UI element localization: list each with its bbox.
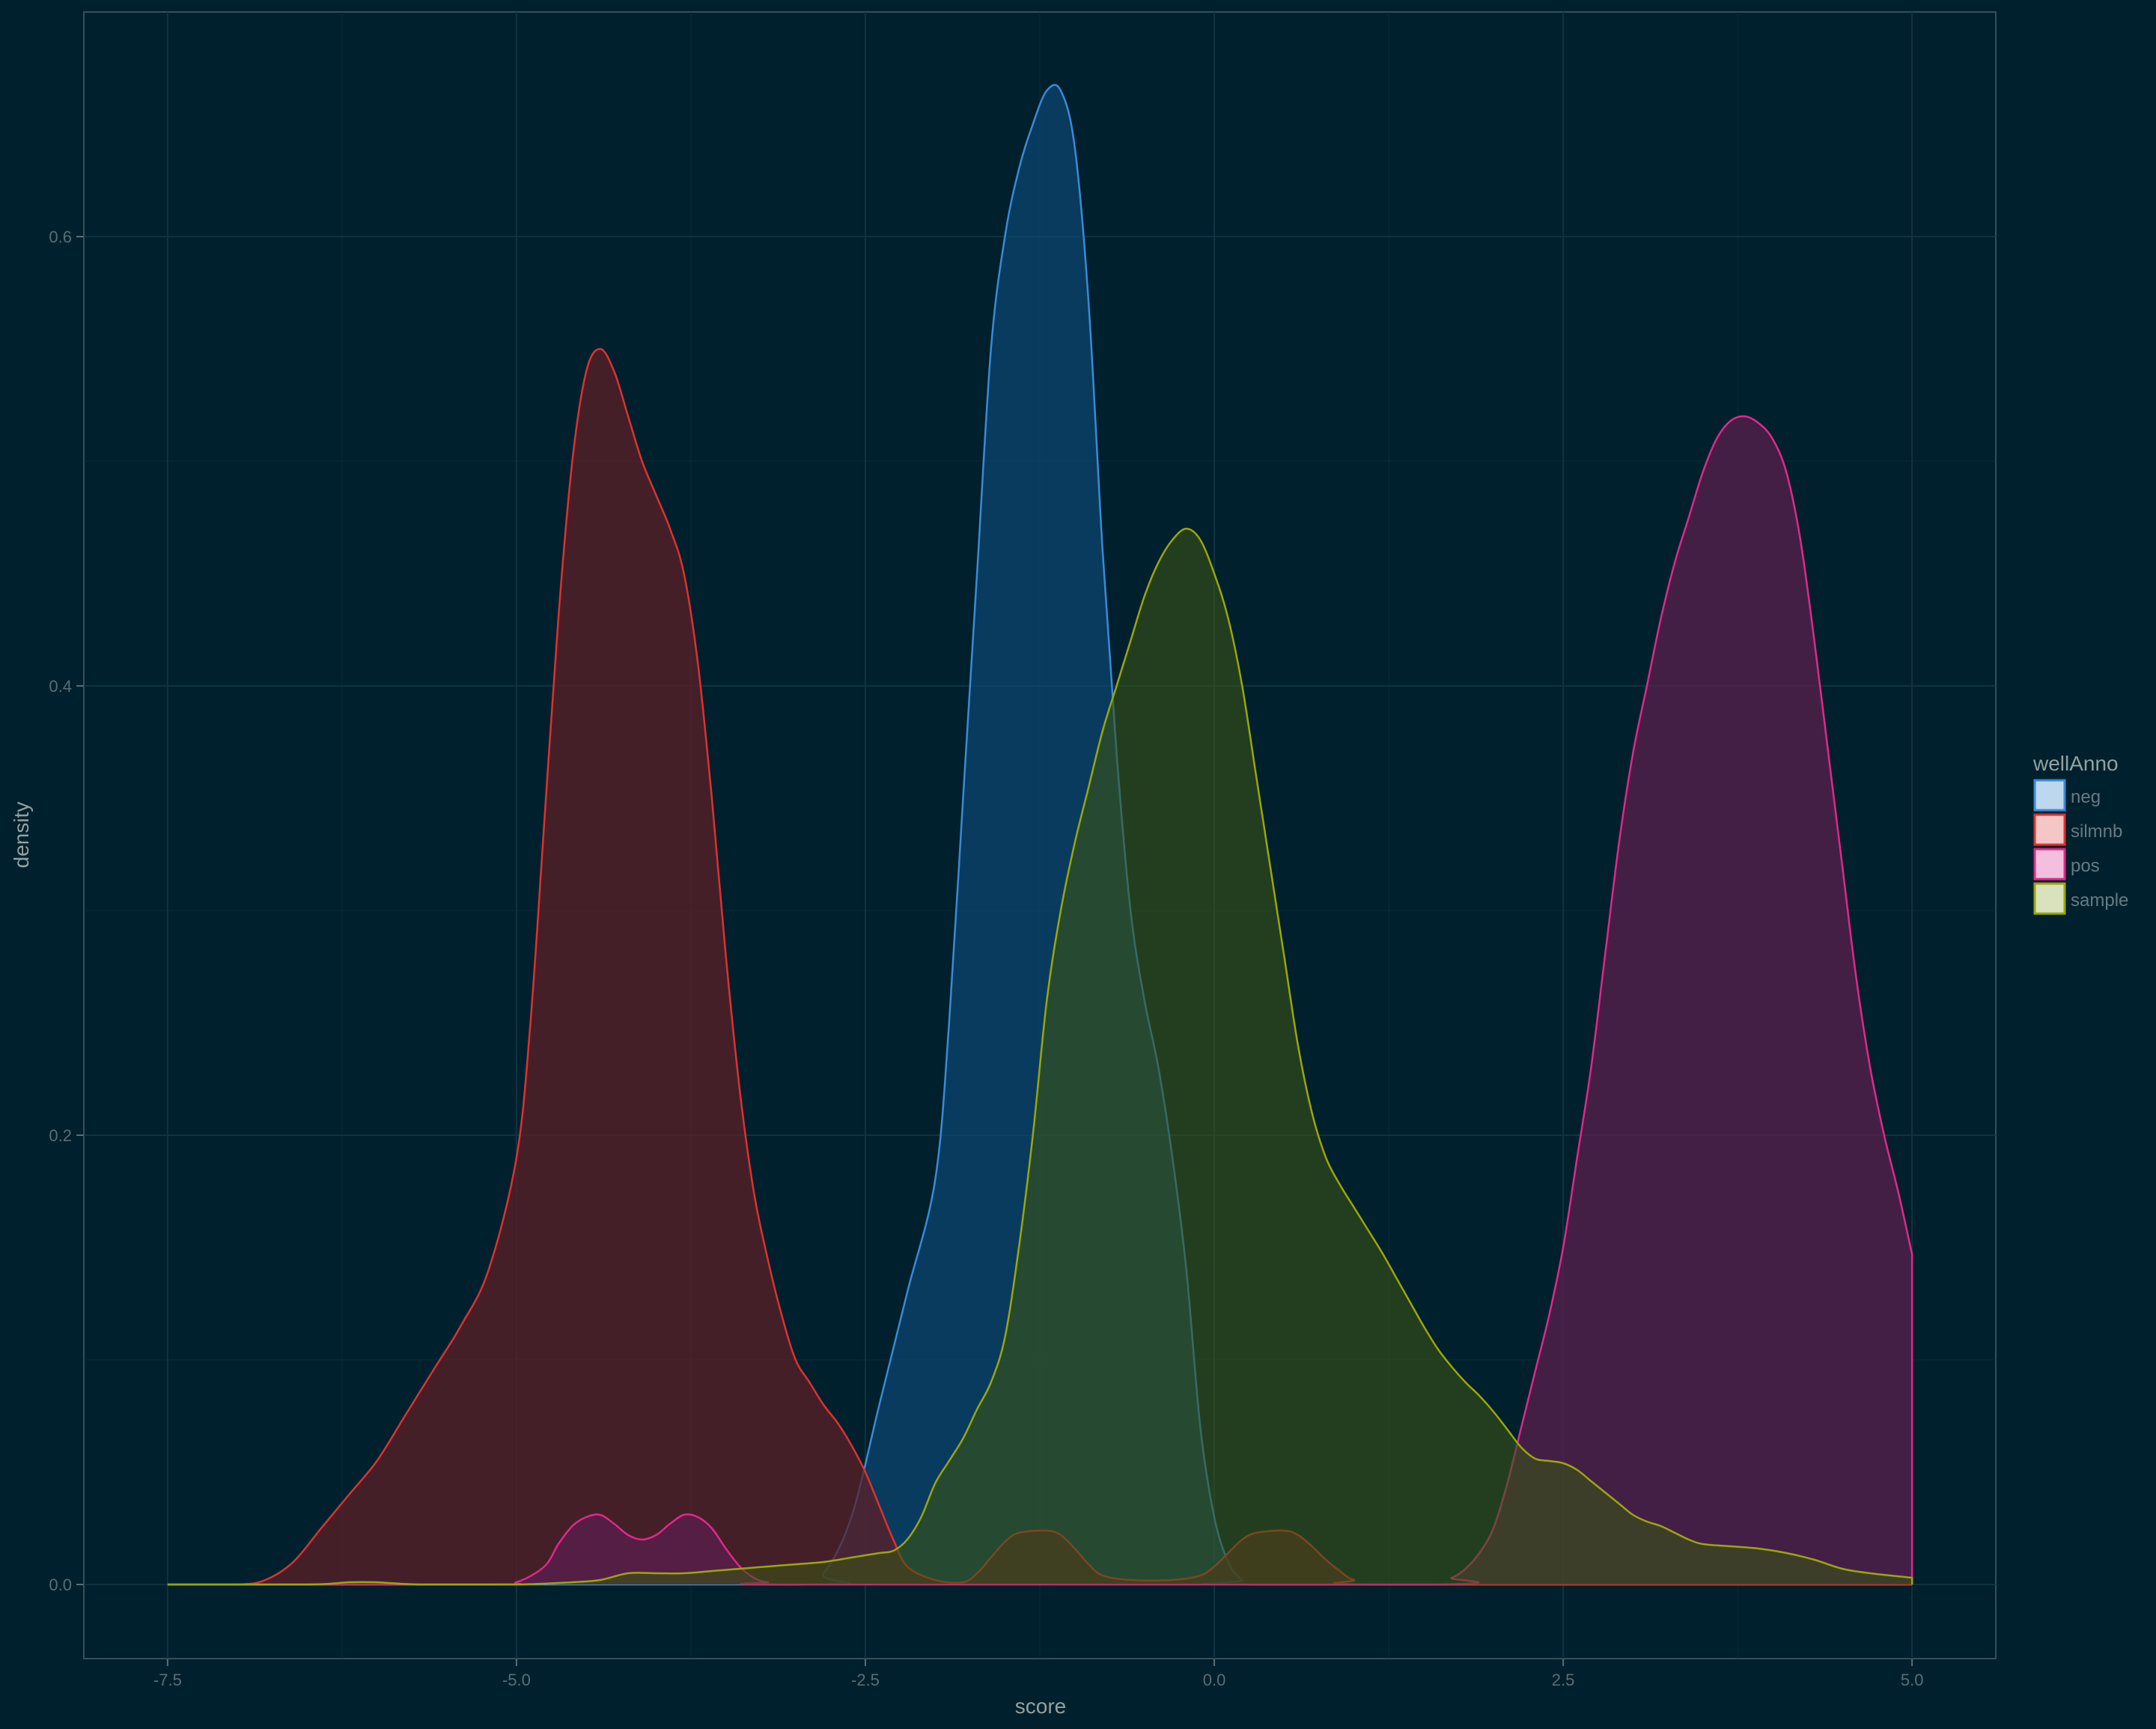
legend-key-sample [2033,882,2066,915]
density-areas [167,84,1913,1586]
legend-key-pos [2033,848,2066,881]
x-tick-label: 5.0 [1901,1671,1924,1689]
legend-label-neg: neg [2071,787,2101,807]
y-tick-label: 0.0 [49,1575,72,1594]
density-area-silmnb [167,349,1913,1584]
y-tick-label: 0.2 [49,1126,72,1145]
x-tick-label: 2.5 [1552,1671,1575,1689]
density-line-pos [167,415,1913,1586]
y-axis-title: density [10,802,33,869]
legend-title: wellAnno [2032,752,2119,775]
legend-items: neg silmnb pos sample [2033,779,2128,915]
legend-label-silmnb: silmnb [2071,821,2122,842]
x-axis-ticks: -7.5 -5.0 -2.5 0.0 2.5 5.0 [153,1659,1924,1689]
y-axis-ticks: 0.0 0.2 0.4 0.6 [49,228,84,1594]
legend-key-silmnb [2033,813,2066,846]
density-area-neg [167,85,1913,1585]
x-tick-label: -2.5 [851,1671,880,1689]
x-axis-title: score [1015,1695,1066,1718]
legend-key-neg [2033,779,2066,812]
density-area-pos [167,416,1913,1585]
x-tick-label: -5.0 [502,1671,531,1689]
density-line-sample [167,527,1913,1586]
density-area-sample [167,529,1913,1584]
x-tick-label: 0.0 [1203,1671,1226,1689]
x-tick-label: -7.5 [153,1671,182,1689]
legend-label-sample: sample [2071,890,2128,911]
legend: wellAnno neg silmnb pos sample [2032,752,2128,915]
legend-label-pos: pos [2071,856,2100,876]
y-tick-label: 0.4 [49,677,72,696]
y-tick-label: 0.6 [49,228,72,246]
